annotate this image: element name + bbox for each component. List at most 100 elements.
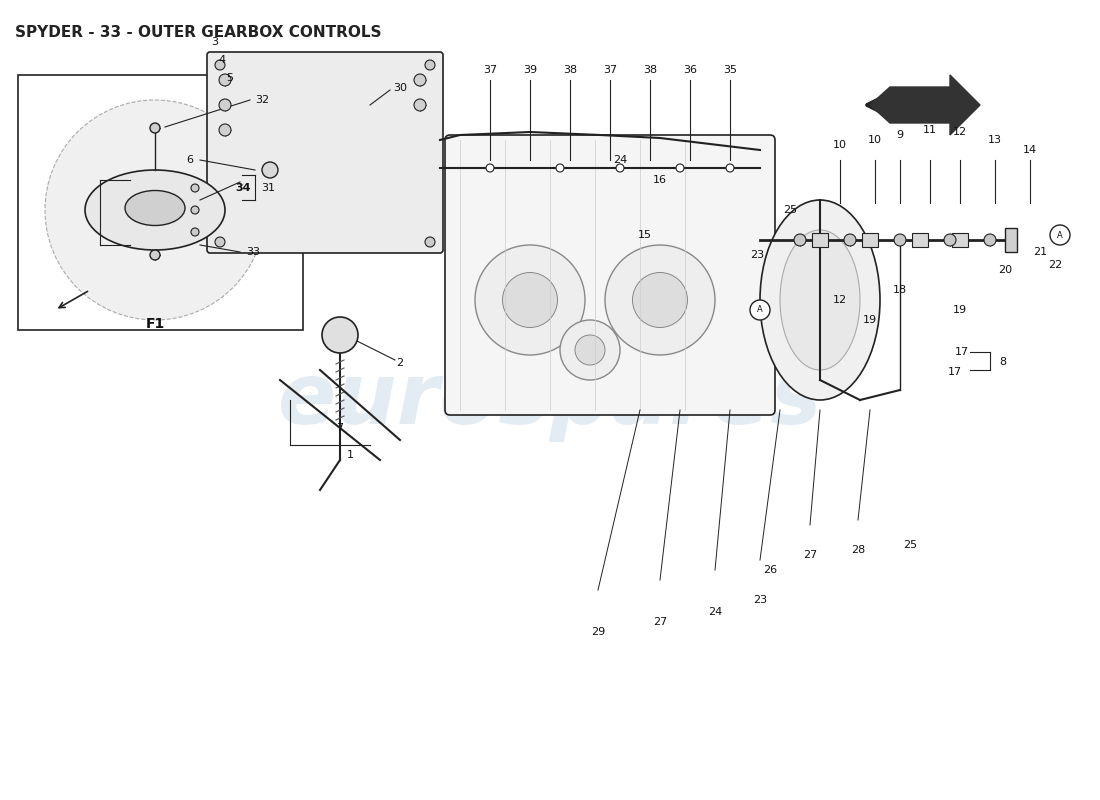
Text: 25: 25	[783, 205, 798, 215]
Text: 10: 10	[868, 135, 882, 145]
Text: 37: 37	[603, 65, 617, 75]
Text: 26: 26	[763, 565, 777, 575]
Ellipse shape	[760, 200, 880, 400]
Text: 18: 18	[893, 285, 907, 295]
Text: eurospares: eurospares	[277, 358, 823, 442]
Text: 23: 23	[750, 250, 764, 260]
Circle shape	[219, 124, 231, 136]
Circle shape	[219, 99, 231, 111]
Circle shape	[150, 123, 160, 133]
Circle shape	[191, 206, 199, 214]
Text: 3: 3	[211, 37, 219, 47]
FancyBboxPatch shape	[207, 52, 443, 253]
Text: 20: 20	[998, 265, 1012, 275]
Circle shape	[45, 100, 265, 320]
Text: 28: 28	[851, 545, 865, 555]
Text: 21: 21	[1033, 247, 1047, 257]
Text: 11: 11	[923, 125, 937, 135]
Ellipse shape	[125, 190, 185, 226]
Circle shape	[794, 234, 806, 246]
Circle shape	[475, 245, 585, 355]
Bar	[952, 233, 968, 247]
Text: 7: 7	[337, 423, 343, 433]
Circle shape	[425, 237, 435, 247]
Circle shape	[219, 74, 231, 86]
Text: 8: 8	[1000, 357, 1006, 367]
Circle shape	[632, 273, 688, 327]
Text: 1: 1	[346, 450, 353, 460]
Text: 9: 9	[896, 130, 903, 140]
Text: 39: 39	[522, 65, 537, 75]
Circle shape	[191, 228, 199, 236]
Text: 15: 15	[638, 230, 652, 240]
Circle shape	[575, 335, 605, 365]
Circle shape	[214, 237, 225, 247]
Circle shape	[262, 162, 278, 178]
Bar	[18, 75, 303, 330]
Ellipse shape	[85, 170, 226, 250]
Bar	[912, 233, 928, 247]
Text: 5: 5	[227, 73, 233, 83]
Circle shape	[726, 164, 734, 172]
Text: 2: 2	[396, 358, 404, 368]
Circle shape	[616, 164, 624, 172]
Text: A: A	[1057, 230, 1063, 239]
Text: 17: 17	[955, 347, 969, 357]
Circle shape	[844, 234, 856, 246]
Text: 12: 12	[953, 127, 967, 137]
Text: 24: 24	[708, 607, 722, 617]
Text: 29: 29	[591, 627, 605, 637]
Circle shape	[556, 164, 564, 172]
Text: 19: 19	[953, 305, 967, 315]
Circle shape	[322, 317, 358, 353]
Text: 35: 35	[723, 65, 737, 75]
Circle shape	[214, 60, 225, 70]
Text: 32: 32	[255, 95, 270, 105]
Text: 12: 12	[833, 295, 847, 305]
Text: 36: 36	[683, 65, 697, 75]
Text: 31: 31	[261, 183, 275, 193]
Text: 37: 37	[483, 65, 497, 75]
Text: 10: 10	[833, 140, 847, 150]
Circle shape	[944, 234, 956, 246]
Text: 14: 14	[1023, 145, 1037, 155]
Circle shape	[750, 300, 770, 320]
Text: 38: 38	[563, 65, 578, 75]
Text: 16: 16	[653, 175, 667, 185]
Text: A: A	[757, 306, 763, 314]
Circle shape	[414, 99, 426, 111]
Text: SPYDER - 33 - OUTER GEARBOX CONTROLS: SPYDER - 33 - OUTER GEARBOX CONTROLS	[15, 25, 382, 40]
Bar	[1005, 228, 1018, 252]
Text: 33: 33	[246, 247, 260, 257]
Circle shape	[503, 273, 558, 327]
Text: 30: 30	[393, 83, 407, 93]
Text: F1: F1	[145, 317, 165, 331]
Text: 27: 27	[803, 550, 817, 560]
Text: 22: 22	[1048, 260, 1063, 270]
Circle shape	[486, 164, 494, 172]
Text: 19: 19	[862, 315, 877, 325]
Bar	[862, 233, 878, 247]
Text: 4: 4	[219, 55, 225, 65]
Text: 13: 13	[988, 135, 1002, 145]
Circle shape	[191, 184, 199, 192]
Circle shape	[425, 60, 435, 70]
Text: 25: 25	[903, 540, 917, 550]
Circle shape	[560, 320, 620, 380]
Ellipse shape	[780, 230, 860, 370]
Text: 6: 6	[187, 155, 194, 165]
Circle shape	[605, 245, 715, 355]
Text: 23: 23	[752, 595, 767, 605]
Circle shape	[150, 250, 160, 260]
Text: 24: 24	[613, 155, 627, 165]
Circle shape	[414, 74, 426, 86]
Circle shape	[1050, 225, 1070, 245]
Polygon shape	[870, 75, 980, 135]
Text: 27: 27	[653, 617, 667, 627]
Text: 17: 17	[948, 367, 962, 377]
FancyBboxPatch shape	[446, 135, 776, 415]
Text: 34: 34	[235, 183, 251, 193]
Text: 38: 38	[642, 65, 657, 75]
Circle shape	[676, 164, 684, 172]
Circle shape	[894, 234, 906, 246]
